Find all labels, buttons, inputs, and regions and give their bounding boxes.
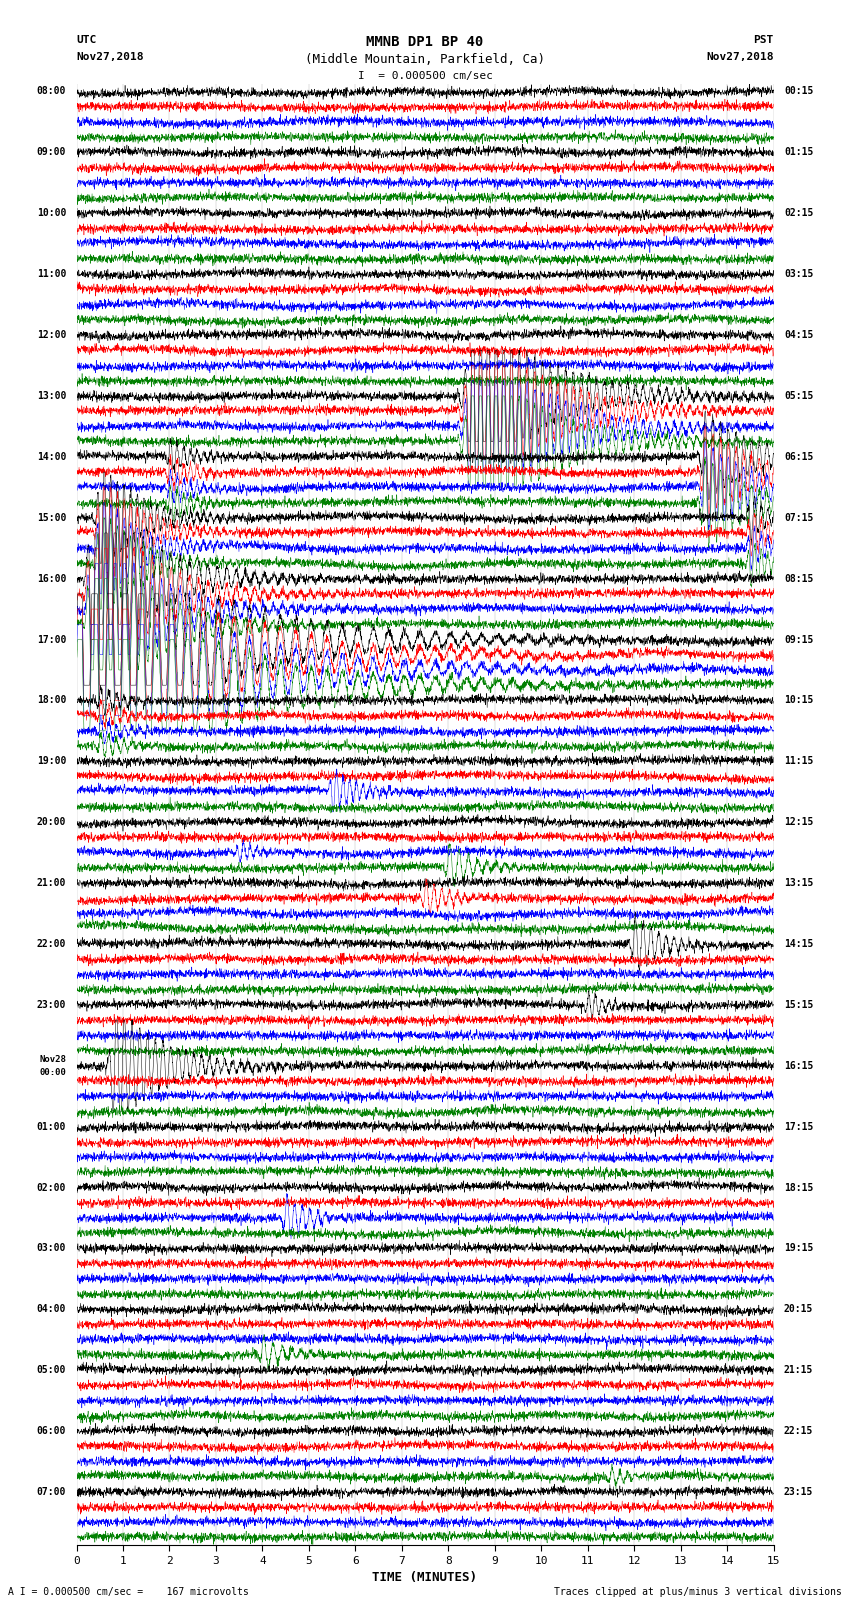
Text: 15:15: 15:15 [784, 1000, 813, 1010]
Text: 05:15: 05:15 [784, 390, 813, 402]
Text: 12:00: 12:00 [37, 331, 66, 340]
Text: 16:00: 16:00 [37, 574, 66, 584]
Text: 19:00: 19:00 [37, 756, 66, 766]
Text: 01:15: 01:15 [784, 147, 813, 158]
X-axis label: TIME (MINUTES): TIME (MINUTES) [372, 1571, 478, 1584]
Text: MMNB DP1 BP 40: MMNB DP1 BP 40 [366, 35, 484, 50]
Text: I  = 0.000500 cm/sec: I = 0.000500 cm/sec [358, 71, 492, 81]
Text: 07:00: 07:00 [37, 1487, 66, 1497]
Text: 19:15: 19:15 [784, 1244, 813, 1253]
Text: 05:00: 05:00 [37, 1365, 66, 1376]
Text: 15:00: 15:00 [37, 513, 66, 523]
Text: 18:00: 18:00 [37, 695, 66, 705]
Text: 08:00: 08:00 [37, 87, 66, 97]
Text: 09:00: 09:00 [37, 147, 66, 158]
Text: 11:00: 11:00 [37, 269, 66, 279]
Text: 02:15: 02:15 [784, 208, 813, 218]
Text: 21:15: 21:15 [784, 1365, 813, 1376]
Text: 23:00: 23:00 [37, 1000, 66, 1010]
Text: 04:15: 04:15 [784, 331, 813, 340]
Text: 10:15: 10:15 [784, 695, 813, 705]
Text: 04:00: 04:00 [37, 1305, 66, 1315]
Text: 22:15: 22:15 [784, 1426, 813, 1436]
Text: 03:15: 03:15 [784, 269, 813, 279]
Text: Nov27,2018: Nov27,2018 [76, 52, 144, 61]
Text: 17:15: 17:15 [784, 1121, 813, 1132]
Text: A I = 0.000500 cm/sec =    167 microvolts: A I = 0.000500 cm/sec = 167 microvolts [8, 1587, 249, 1597]
Text: 01:00: 01:00 [37, 1121, 66, 1132]
Text: 20:15: 20:15 [784, 1305, 813, 1315]
Text: 17:00: 17:00 [37, 634, 66, 645]
Text: 23:15: 23:15 [784, 1487, 813, 1497]
Text: 09:15: 09:15 [784, 634, 813, 645]
Text: 12:15: 12:15 [784, 818, 813, 827]
Text: 06:15: 06:15 [784, 452, 813, 461]
Text: 13:15: 13:15 [784, 877, 813, 889]
Text: 20:00: 20:00 [37, 818, 66, 827]
Text: 03:00: 03:00 [37, 1244, 66, 1253]
Text: Nov27,2018: Nov27,2018 [706, 52, 774, 61]
Text: UTC: UTC [76, 35, 97, 45]
Text: 21:00: 21:00 [37, 877, 66, 889]
Text: 18:15: 18:15 [784, 1182, 813, 1192]
Text: 00:15: 00:15 [784, 87, 813, 97]
Text: 22:00: 22:00 [37, 939, 66, 948]
Text: 02:00: 02:00 [37, 1182, 66, 1192]
Text: PST: PST [753, 35, 774, 45]
Text: 14:00: 14:00 [37, 452, 66, 461]
Text: 14:15: 14:15 [784, 939, 813, 948]
Text: Nov28: Nov28 [39, 1055, 66, 1065]
Text: 13:00: 13:00 [37, 390, 66, 402]
Text: 06:00: 06:00 [37, 1426, 66, 1436]
Text: (Middle Mountain, Parkfield, Ca): (Middle Mountain, Parkfield, Ca) [305, 53, 545, 66]
Text: 00:00: 00:00 [39, 1068, 66, 1076]
Text: 10:00: 10:00 [37, 208, 66, 218]
Text: 16:15: 16:15 [784, 1061, 813, 1071]
Text: 08:15: 08:15 [784, 574, 813, 584]
Text: 11:15: 11:15 [784, 756, 813, 766]
Text: Traces clipped at plus/minus 3 vertical divisions: Traces clipped at plus/minus 3 vertical … [553, 1587, 842, 1597]
Text: 07:15: 07:15 [784, 513, 813, 523]
